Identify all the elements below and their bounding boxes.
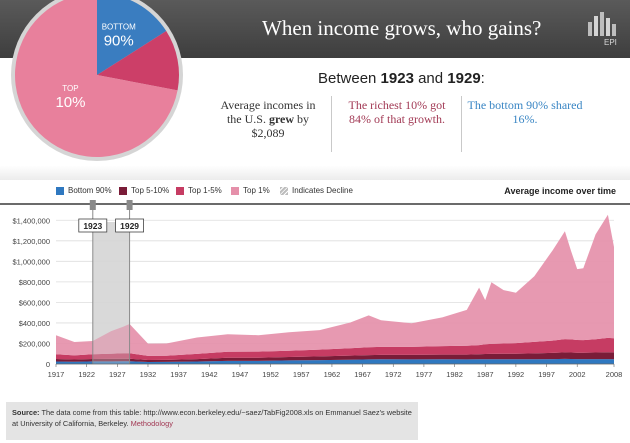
pie-label: TOP [62, 84, 78, 93]
bar-chart-logo-icon [588, 12, 616, 36]
year-marker-label: 1923 [83, 221, 102, 231]
x-tick-label: 1957 [293, 370, 310, 379]
x-tick-label: 1987 [477, 370, 494, 379]
summary-richest: The richest 10% got 84% of that growth. [348, 98, 446, 126]
y-tick-label: $1,400,000 [12, 216, 50, 225]
y-tick-label: $400,000 [19, 319, 50, 328]
legend-label: Bottom 90% [68, 186, 112, 195]
year-marker-box [78, 218, 108, 233]
pie-label: BOTTOM [102, 22, 136, 31]
y-tick-label: $200,000 [19, 339, 50, 348]
y-tick-label: $800,000 [19, 278, 50, 287]
legend-label: Top 1% [243, 186, 270, 195]
x-tick-label: 1977 [416, 370, 433, 379]
source-text: Source: The data come from this table: h… [12, 408, 412, 428]
summary-subtitle: Between 1923 and 1929: [318, 70, 485, 87]
year-marker-label: 1929 [120, 221, 139, 231]
x-tick-label: 1972 [385, 370, 402, 379]
logo-text: EPI [604, 38, 617, 47]
y-tick-label: $600,000 [19, 298, 50, 307]
income-area-chart: 0 $200,000 $400,000 $600,000 $800,000 $1,000,… [0, 200, 630, 379]
x-tick-label: 1952 [262, 370, 279, 379]
x-tick-label: 1937 [170, 370, 187, 379]
area-series-1 [56, 352, 614, 362]
x-tick-label: 1962 [324, 370, 341, 379]
area-series-3 [56, 214, 614, 356]
x-tick-label: 1982 [446, 370, 463, 379]
year-start: 1923 [380, 70, 414, 87]
legend-swatch [231, 187, 239, 195]
hatch-swatch-icon [280, 187, 288, 195]
pie-value: 10% [55, 94, 85, 111]
summary-average-income: Average incomes in the U.S. grew by $2,0… [220, 98, 316, 140]
pie-slice-2 [15, 0, 178, 157]
x-tick-label: 1942 [201, 370, 218, 379]
x-tick-label: 2008 [606, 370, 623, 379]
legend-swatch [176, 187, 184, 195]
source-footer: Source: The data come from this table: h… [6, 402, 418, 440]
legend-label: Top 1-5% [188, 186, 222, 195]
year-marker-box [115, 218, 144, 233]
x-tick-label: 1967 [354, 370, 371, 379]
summary-bottom: The bottom 90% shared 16%. [467, 98, 583, 126]
legend-swatch [56, 187, 64, 195]
pie-slice-0 [97, 0, 167, 75]
legend-label: Top 5-10% [131, 186, 170, 195]
x-tick-label: 1992 [508, 370, 525, 379]
pie-value: 90% [104, 32, 134, 49]
divider [461, 96, 462, 152]
x-tick-label: 1997 [538, 370, 555, 379]
divider [331, 96, 332, 152]
x-tick-label: 1947 [232, 370, 249, 379]
y-tick-label: 0 [46, 360, 50, 369]
methodology-link[interactable]: Methodology [130, 419, 173, 428]
pie-slice-1 [97, 31, 179, 91]
highlight-overlay [92, 222, 130, 364]
legend-swatch [119, 187, 127, 195]
page-title: When income grows, who gains? [262, 16, 542, 40]
legend-label: Indicates Decline [292, 186, 353, 195]
area-series-0 [56, 358, 614, 364]
x-tick-label: 1927 [109, 370, 126, 379]
x-tick-label: 2002 [569, 370, 586, 379]
x-tick-label: 1922 [78, 370, 95, 379]
x-tick-label: 1917 [48, 370, 65, 379]
x-tick-label: 1932 [140, 370, 157, 379]
year-end: 1929 [447, 70, 481, 87]
highlight-handle[interactable] [89, 200, 96, 210]
area-series-2 [56, 337, 614, 360]
y-tick-label: $1,000,000 [12, 257, 50, 266]
pie-chart: BOTTOM 90% TOP 10% [7, 0, 187, 165]
highlight-handle[interactable] [126, 200, 133, 210]
chart-title: Average income over time [504, 186, 616, 196]
y-tick-label: $1,200,000 [12, 237, 50, 246]
